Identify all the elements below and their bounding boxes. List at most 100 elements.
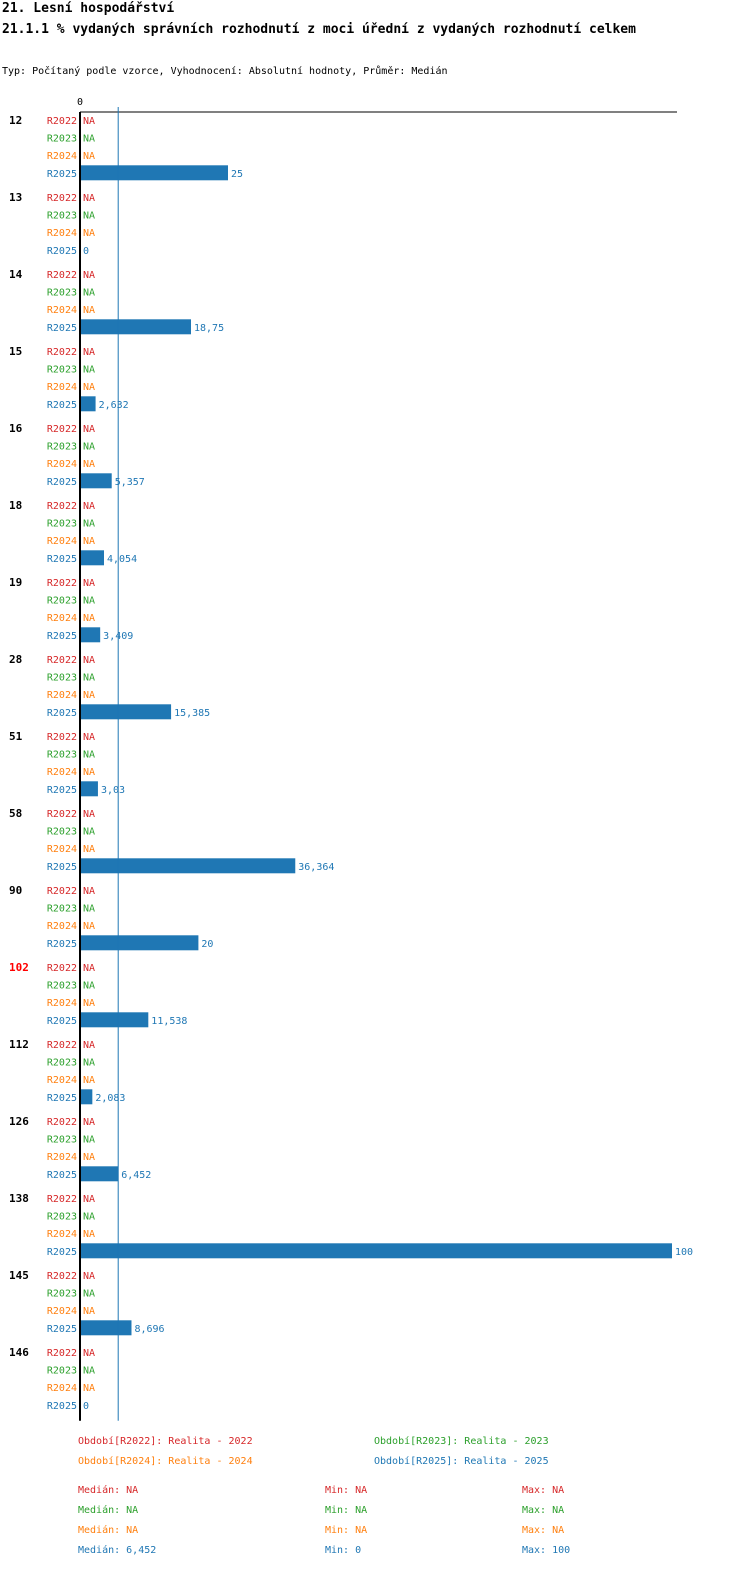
bar [80,319,191,335]
value-label-na: NA [83,1306,95,1317]
series-label: R2022 [47,1271,77,1282]
value-label: 36,364 [298,862,334,873]
series-label: R2022 [47,963,77,974]
value-label-na: NA [83,963,95,974]
series-label: R2024 [47,921,77,932]
series-label: R2024 [47,1152,77,1163]
series-label: R2025 [47,1016,77,1027]
bar [80,1243,672,1259]
category-label: 58 [9,807,22,820]
series-label: R2025 [47,1247,77,1258]
value-label-na: NA [83,844,95,855]
series-label: R2024 [47,690,77,701]
series-label: R2023 [47,827,77,838]
page-title: 21. Lesní hospodářství [2,1,175,16]
value-label: 5,357 [115,477,145,488]
value-label: 4,054 [107,554,137,565]
series-label: R2022 [47,578,77,589]
value-label-na: NA [83,827,95,838]
series-label: R2022 [47,501,77,512]
category-label: 28 [9,653,22,666]
series-label: R2025 [47,323,77,334]
series-label: R2024 [47,305,77,316]
value-label-na: NA [83,1135,95,1146]
value-label: 15,385 [174,708,210,719]
value-label-na: NA [83,1271,95,1282]
series-label: R2023 [47,1135,77,1146]
value-label-na: NA [83,228,95,239]
category-label: 146 [9,1346,29,1359]
stat-min-r2025: Min: 0 [325,1545,362,1556]
series-label: R2025 [47,246,77,257]
bar [80,550,104,566]
category-label: 145 [9,1269,29,1282]
series-label: R2025 [47,554,77,565]
bar [80,858,296,874]
category-label: 138 [9,1192,29,1205]
series-label: R2025 [47,169,77,180]
bar [80,165,228,181]
bar [80,473,112,489]
value-label-na: NA [83,211,95,222]
series-label: R2023 [47,1366,77,1377]
bar-chart: 0 12 R2022 NA R2023 NA R2024 NA R2025 25 13 R2022 NA… [9,97,693,1421]
series-label: R2022 [47,193,77,204]
series-label: R2022 [47,1040,77,1051]
bar [80,627,101,643]
value-label-na: NA [83,270,95,281]
value-label-na: NA [83,998,95,1009]
series-label: R2025 [47,1401,77,1412]
value-label-na: NA [83,921,95,932]
value-label-na: NA [83,655,95,666]
value-label-na: NA [83,673,95,684]
value-label: 0 [83,246,89,257]
category-label: 19 [9,576,22,589]
value-label-na: NA [83,1117,95,1128]
series-label: R2025 [47,400,77,411]
value-label-na: NA [83,732,95,743]
value-label-na: NA [83,1058,95,1069]
series-label: R2023 [47,750,77,761]
chart-info: Typ: Počítaný podle vzorce, Vyhodnocení:… [2,66,448,77]
bar [80,1320,132,1336]
value-label-na: NA [83,501,95,512]
series-label: R2023 [47,981,77,992]
value-label: 18,75 [194,323,224,334]
value-label-na: NA [83,134,95,145]
stat-max-r2025: Max: 100 [522,1545,571,1556]
value-label: 8,696 [134,1324,164,1335]
category-label: 12 [9,114,22,127]
series-label: R2022 [47,347,77,358]
value-label: 11,538 [151,1016,187,1027]
value-label-na: NA [83,886,95,897]
category-label: 51 [9,730,23,743]
value-label-na: NA [83,442,95,453]
series-label: R2024 [47,998,77,1009]
series-label: R2024 [47,844,77,855]
series-label: R2024 [47,1075,77,1086]
series-label: R2024 [47,767,77,778]
series-label: R2025 [47,1093,77,1104]
value-label-na: NA [83,424,95,435]
value-label: 3,03 [101,785,125,796]
series-label: R2022 [47,1194,77,1205]
stat-max-r2023: Max: NA [522,1505,565,1516]
value-label-na: NA [83,1040,95,1051]
value-label: 2,083 [95,1093,125,1104]
series-label: R2022 [47,655,77,666]
legend-r2025: Období[R2025]: Realita - 2025 [374,1456,549,1467]
value-label-na: NA [83,1289,95,1300]
category-label: 102 [9,961,29,974]
legend-r2024: Období[R2024]: Realita - 2024 [78,1456,253,1467]
value-label-na: NA [83,1366,95,1377]
bar [80,1012,149,1028]
value-label-na: NA [83,690,95,701]
stat-max-r2022: Max: NA [522,1485,565,1496]
stat-median-r2022: Medián: NA [78,1485,139,1496]
value-label-na: NA [83,519,95,530]
series-label: R2024 [47,151,77,162]
series-label: R2023 [47,365,77,376]
value-label-na: NA [83,459,95,470]
series-label: R2024 [47,228,77,239]
value-label: 20 [201,939,213,950]
